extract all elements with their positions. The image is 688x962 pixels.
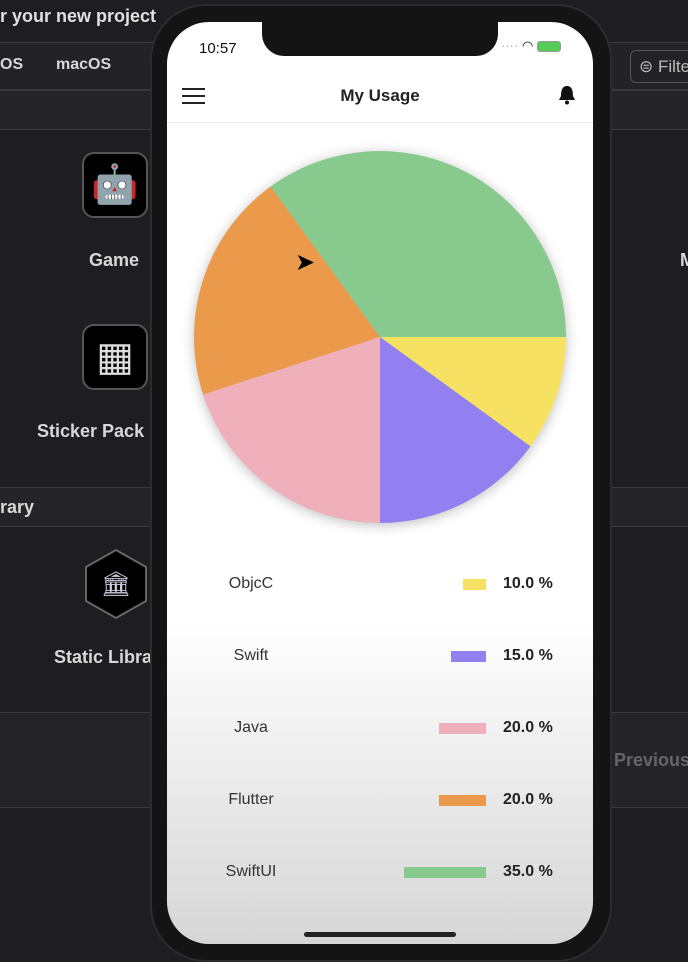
template-partial: M [680,250,688,270]
legend-item: ObjcC 10.0 % [167,569,593,599]
filter-icon: ⊜ [639,57,654,76]
legend-swatch [403,867,486,878]
legend-value: 35.0 % [503,863,553,880]
previous-button[interactable]: Previous [614,750,688,770]
legend-label: SwiftUI [225,863,277,880]
legend-label: Java [234,719,268,736]
pie-chart [194,150,566,523]
library-icon[interactable]: 🏛 [82,548,150,620]
template-game[interactable]: Game [89,250,140,270]
legend-swatch [439,795,486,806]
template-dialog-title: r your new project [0,6,157,26]
status-time: 10:57 [199,40,237,57]
template-sticker-pack[interactable]: Sticker Pack [37,421,145,441]
legend-value: 15.0 % [503,647,553,664]
pie-slice-flutter [194,186,380,395]
notch [262,22,498,56]
page-title: My Usage [340,86,420,105]
legend-item: Java 20.0 % [167,713,593,743]
pie-slice-swift [380,337,531,523]
mouse-cursor: ➤ [295,249,316,276]
hamburger-icon[interactable] [182,88,205,104]
svg-text:🏛: 🏛 [101,571,131,598]
legend-value: 10.0 % [503,575,553,592]
filter-field[interactable]: ⊜ Filter [630,50,688,83]
tab-macos[interactable]: macOS [56,56,112,73]
wifi-icon: ◠ [521,38,534,53]
game-template-icon[interactable]: 🤖 [82,152,148,218]
home-indicator [304,932,456,937]
grid-icon[interactable]: ▦ [82,324,148,390]
nav-divider [167,122,593,123]
legend-swatch [462,579,486,590]
filter-label: Filter [657,57,688,76]
legend-item: Swift 15.0 % [167,641,593,671]
section-library: rary [0,497,35,517]
legend-label: ObjcC [228,575,274,592]
pie-slice-objcc [380,337,566,447]
legend-item: SwiftUI 35.0 % [167,857,593,887]
legend-value: 20.0 % [503,791,553,808]
signal-icon: ···· [501,38,519,53]
legend-swatch [439,723,486,734]
legend-swatch [450,651,486,662]
legend-label: Flutter [228,791,274,808]
legend-item: Flutter 20.0 % [167,785,593,815]
pie-slice-swiftui [270,150,566,337]
tab-ios[interactable]: OS [0,56,24,73]
app-screen: 10:57 ···· ◠ My Usage ObjcC 10.0 % Swift 15… [167,22,593,944]
status-icons: ···· ◠ [501,38,561,54]
bell-icon[interactable] [558,84,576,106]
legend-value: 20.0 % [503,719,553,736]
template-static-library[interactable]: Static Library [54,647,170,667]
pie-slice-java [203,337,380,523]
legend-label: Swift [233,647,269,664]
battery-icon [536,41,561,53]
